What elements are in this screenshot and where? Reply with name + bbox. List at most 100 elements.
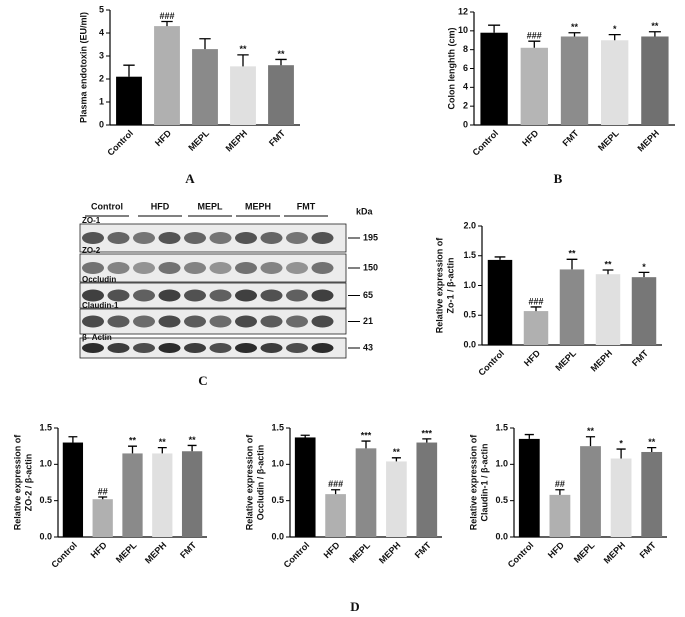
error-bar: [391, 457, 401, 462]
blot-band: [235, 315, 257, 328]
blot-band: [209, 262, 232, 274]
blot-band: [82, 232, 104, 244]
x-tick-label: MEPH: [636, 128, 661, 153]
error-bar: [602, 269, 614, 275]
y-tick-label: 4: [99, 27, 104, 37]
blot-group-label: MEPH: [245, 201, 271, 211]
blot-band: [82, 289, 104, 302]
y-tick-label: 8: [463, 44, 468, 54]
error-bar: [98, 496, 108, 500]
blot-band: [158, 315, 181, 328]
error-bar: [128, 445, 137, 454]
y-axis-label: Claudin-1 / β-actin: [479, 444, 489, 522]
y-tick-label: 1.5: [271, 422, 284, 432]
blot-band: [184, 289, 206, 302]
error-bar: [528, 40, 541, 48]
blot-band: [235, 262, 257, 274]
bar: [92, 499, 113, 537]
y-tick-label: 0: [463, 119, 468, 129]
y-tick-label: 2: [463, 101, 468, 111]
x-tick-label: Control: [506, 540, 536, 570]
blot-band: [286, 343, 308, 353]
x-tick-label: HFD: [522, 348, 543, 369]
error-bar: [422, 438, 432, 443]
blot-band: [260, 289, 283, 302]
bar: [192, 49, 218, 125]
blot-row-label: β- Actin: [82, 333, 112, 342]
x-tick-label: FMT: [638, 540, 659, 561]
x-tick-label: MEPL: [596, 128, 621, 153]
significance: ###: [159, 11, 174, 21]
x-tick-label: Control: [282, 540, 312, 570]
y-tick-label: 5: [99, 4, 104, 14]
x-tick-label: MEPL: [572, 540, 597, 565]
significance: ##: [555, 479, 565, 489]
blot-band: [184, 262, 206, 274]
error-bar: [638, 271, 650, 278]
blot-band: [184, 343, 206, 353]
y-axis-label: Plasma endotoxin (EU/ml): [78, 12, 88, 123]
y-tick-label: 0.0: [271, 531, 284, 541]
bar: [294, 437, 316, 537]
y-tick-label: 3: [99, 50, 104, 60]
x-tick-label: MEPH: [224, 128, 249, 153]
significance: *: [613, 24, 617, 34]
bar: [355, 448, 377, 537]
error-bar: [68, 436, 78, 443]
y-tick-label: 10: [458, 25, 468, 35]
error-bar: [494, 256, 506, 260]
significance: **: [648, 437, 656, 447]
bar: [386, 461, 407, 537]
y-tick-label: 1.5: [463, 250, 476, 260]
y-axis-label: Zo-1 / β-actin: [445, 258, 455, 314]
y-tick-label: 1.0: [495, 459, 508, 469]
x-tick-label: FMT: [267, 128, 288, 149]
blot-band: [311, 289, 334, 302]
significance: **: [568, 249, 576, 259]
error-bar: [648, 31, 661, 37]
error-bar: [199, 38, 211, 50]
x-tick-label: MEPH: [589, 348, 614, 373]
error-bar: [608, 33, 621, 41]
y-tick-label: 12: [458, 6, 468, 16]
blot-band: [235, 232, 257, 244]
x-tick-label: HFD: [520, 128, 541, 149]
x-tick-label: MEPL: [114, 540, 139, 565]
significance: ###: [328, 479, 343, 489]
blot-size-label: 195: [363, 232, 378, 242]
bar: [62, 442, 84, 537]
x-tick-label: FMT: [413, 540, 434, 561]
x-tick-label: Control: [105, 128, 135, 158]
error-bar: [187, 444, 197, 452]
bar: [580, 446, 601, 537]
y-tick-label: 0.0: [463, 339, 476, 349]
blot-band: [235, 343, 257, 353]
error-bar: [300, 434, 310, 438]
blot-band: [107, 343, 130, 353]
bar: [181, 451, 203, 537]
y-axis-label: Relative expression of: [434, 237, 444, 334]
bar: [480, 32, 508, 125]
blot-band: [133, 315, 155, 328]
bar: [549, 494, 571, 537]
x-tick-label: Control: [476, 348, 506, 378]
blot-band: [311, 315, 334, 328]
y-axis-label: Relative expression of: [12, 434, 22, 531]
y-tick-label: 2.0: [463, 220, 476, 230]
bar: [230, 66, 256, 125]
y-tick-label: 0: [99, 119, 104, 129]
x-tick-label: MEPL: [347, 540, 372, 565]
blot-size-label: 43: [363, 342, 373, 352]
blot-band: [311, 232, 334, 244]
y-tick-label: 0.5: [495, 495, 508, 505]
error-bar: [161, 20, 173, 27]
panel-label: C: [198, 373, 207, 388]
blot-band: [107, 289, 130, 302]
blot-band: [260, 315, 283, 328]
blot-unit: kDa: [356, 206, 374, 216]
x-tick-label: HFD: [322, 540, 343, 561]
y-tick-label: 1.5: [39, 422, 52, 432]
error-bar: [275, 58, 287, 66]
significance: **: [277, 49, 285, 59]
